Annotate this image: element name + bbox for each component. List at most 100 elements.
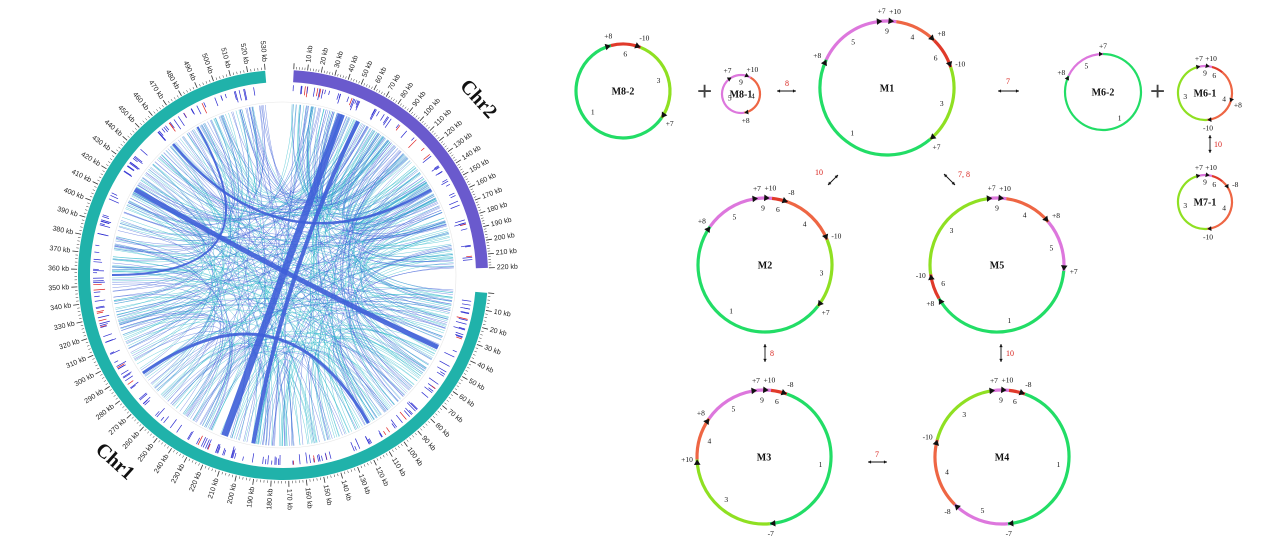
tick-mark xyxy=(132,130,135,133)
tick-mark xyxy=(333,474,335,478)
tick-mark xyxy=(471,357,475,359)
tick-mark xyxy=(484,317,488,319)
tick-mark xyxy=(173,450,175,453)
segment-number: 4 xyxy=(1222,95,1226,104)
tick-mark xyxy=(479,337,482,339)
tick-label: 30 kb xyxy=(483,344,502,356)
tick-label: 370 kb xyxy=(49,245,71,254)
tick-mark xyxy=(423,122,426,125)
feature-mark xyxy=(157,131,166,141)
tick-mark xyxy=(455,159,462,164)
feature-mark xyxy=(144,400,150,406)
tick-mark xyxy=(170,98,173,102)
tick-mark xyxy=(448,397,451,399)
tick-label: 40 kb xyxy=(348,55,360,74)
feature-mark xyxy=(308,454,311,464)
segment-number: 3 xyxy=(962,410,966,419)
junction-arrow xyxy=(661,111,668,118)
junction-label: +10 xyxy=(1205,54,1217,63)
feature-mark xyxy=(99,320,110,325)
segment-arc xyxy=(720,76,745,115)
feature-mark xyxy=(321,455,323,461)
feature-mark xyxy=(441,180,449,186)
feature-mark xyxy=(231,450,235,459)
tick-mark xyxy=(198,463,200,466)
segment-number: 1 xyxy=(819,460,823,469)
link-line xyxy=(335,133,399,209)
feature-mark xyxy=(384,118,392,128)
segment-arc xyxy=(816,239,834,308)
tick-label: 410 kb xyxy=(70,169,92,185)
tick-label: 210 kb xyxy=(496,248,518,257)
link-line xyxy=(145,173,271,446)
link-line xyxy=(165,150,315,444)
junction-label: +7 xyxy=(666,119,674,128)
tick-mark xyxy=(363,83,366,86)
tick-mark xyxy=(183,456,188,463)
link-line xyxy=(351,158,437,230)
feature-mark xyxy=(123,170,132,176)
segment-number: 6 xyxy=(934,54,938,63)
tick-mark xyxy=(446,399,449,402)
link-line xyxy=(112,262,357,430)
tick-mark xyxy=(429,126,435,131)
molecule-name: M2 xyxy=(758,261,772,272)
link-line xyxy=(132,193,227,421)
tick-mark xyxy=(474,350,477,353)
junction-label: -8 xyxy=(1025,380,1031,389)
tick-mark xyxy=(87,354,94,358)
tick-mark xyxy=(85,341,89,344)
link-line xyxy=(318,116,368,199)
junction-arrow xyxy=(726,77,732,82)
tick-mark xyxy=(134,122,140,128)
feature-mark xyxy=(103,333,112,337)
tick-mark xyxy=(470,188,473,191)
tick-mark xyxy=(76,321,83,324)
segment-number: 1 xyxy=(729,306,733,315)
transition-label: 7, 8 xyxy=(958,170,970,179)
segment-arc xyxy=(707,389,753,420)
feature-mark xyxy=(458,318,468,321)
feature-mark xyxy=(465,245,471,248)
tick-mark xyxy=(355,79,358,83)
link-line xyxy=(136,333,314,444)
molecule-m7-1: 9 6 4 3 +7 +10 -8 -10 M7-1 xyxy=(1176,163,1239,241)
tick-mark xyxy=(164,444,166,447)
junction-label: +10 xyxy=(999,184,1011,193)
tick-label: 80 kb xyxy=(400,81,415,99)
link-line xyxy=(346,142,438,229)
tick-mark xyxy=(81,219,85,221)
tick-label: 330 kb xyxy=(53,320,75,332)
junction-arrow xyxy=(1018,389,1025,396)
tick-mark xyxy=(464,176,467,178)
link-ribbon xyxy=(133,187,440,350)
feature-mark xyxy=(117,365,125,370)
feature-mark xyxy=(460,244,471,248)
molecule-m4: 9 6 1 5 4 3 +7 +10 -8 -7 -8 -10 M4 xyxy=(923,376,1071,538)
feature-mark xyxy=(94,295,100,298)
link-line xyxy=(347,154,424,374)
junction-arrow xyxy=(762,386,769,394)
tick-mark xyxy=(463,373,467,375)
feature-mark xyxy=(143,399,148,405)
link-line xyxy=(309,107,425,372)
tick-mark xyxy=(83,212,87,214)
feature-mark xyxy=(422,155,432,164)
junction-label: +7 xyxy=(724,66,732,75)
tick-mark xyxy=(264,63,266,70)
tick-mark xyxy=(430,418,436,424)
feature-mark xyxy=(383,430,387,435)
tick-mark xyxy=(483,224,490,227)
feature-mark xyxy=(431,166,440,172)
link-line xyxy=(260,212,443,445)
tick-mark xyxy=(334,69,337,76)
tick-mark xyxy=(109,158,113,161)
feature-mark xyxy=(173,119,182,130)
link-line xyxy=(330,146,396,425)
feature-mark xyxy=(452,349,457,353)
tick-mark xyxy=(173,97,176,100)
feature-mark xyxy=(369,108,376,120)
molecule-m3: 5 9 6 1 3 4 +8 +7 +10 -8 -7 +10 M3 xyxy=(681,376,833,538)
segment-number: 4 xyxy=(911,32,915,41)
link-line xyxy=(113,297,363,427)
